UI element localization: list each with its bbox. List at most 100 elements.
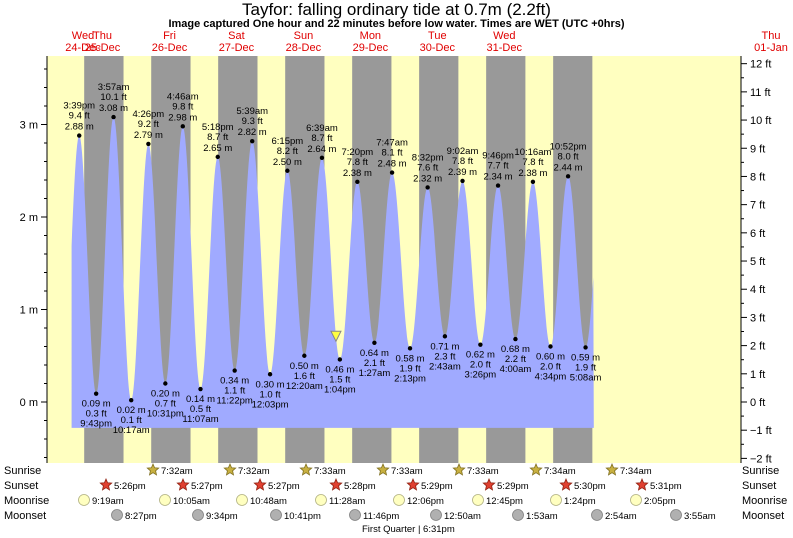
low-tide-time: 1:27am — [359, 368, 391, 379]
high-tide-time: 10:16am — [514, 147, 551, 158]
high-tide-feet: 8.7 ft — [311, 133, 332, 144]
right-tick-label: 9 ft — [750, 143, 765, 155]
moonrise-icon — [236, 494, 248, 506]
low-tide-feet: 1.5 ft — [329, 374, 350, 385]
high-tide-time: 3:57am — [98, 82, 130, 93]
chart-subtitle: Image captured One hour and 22 minutes b… — [168, 18, 625, 30]
low-tide-time: 4:00am — [500, 364, 532, 375]
right-tick-label: 11 ft — [750, 87, 771, 99]
left-tick-label: 1 m — [20, 305, 38, 317]
high-tide-time: 3:39pm — [63, 101, 95, 112]
low-tide-point — [548, 344, 553, 349]
high-tide-meters: 2.79 m — [134, 130, 163, 141]
high-tide-feet: 7.8 ft — [452, 156, 473, 167]
high-tide-time: 4:26pm — [133, 109, 165, 120]
high-tide-point — [460, 178, 465, 184]
row-label-right: Sunrise — [742, 465, 779, 477]
right-tick-label: 3 ft — [750, 312, 765, 324]
sunrise-time: 7:34am — [544, 466, 576, 477]
low-tide-point — [93, 391, 99, 396]
high-tide-meters: 2.82 m — [238, 127, 267, 138]
high-tide-feet: 7.6 ft — [417, 162, 438, 173]
low-tide-meters: 0.60 m — [536, 352, 565, 363]
high-tide-point — [495, 183, 501, 188]
low-tide-meters: 0.58 m — [396, 353, 425, 364]
low-tide-feet: 0.3 ft — [86, 409, 107, 420]
sunset-time: 5:27pm — [191, 481, 223, 492]
day-date-label: 30-Dec — [420, 42, 456, 54]
sunset-icon — [482, 477, 496, 491]
high-tide-time: 9:46pm — [482, 151, 514, 162]
high-tide-point — [77, 133, 82, 138]
sunset-time: 5:26pm — [114, 481, 146, 492]
right-tick-label: 6 ft — [750, 228, 765, 240]
day-date-label: 31-Dec — [487, 42, 523, 54]
high-tide-feet: 7.8 ft — [522, 157, 543, 168]
moonrise-time: 10:05am — [173, 496, 210, 507]
moonrise-icon — [78, 494, 90, 506]
day-date-label: 28-Dec — [286, 42, 322, 54]
low-tide-feet: 2.0 ft — [540, 362, 561, 373]
high-tide-meters: 2.98 m — [168, 112, 197, 123]
low-tide-meters: 0.68 m — [501, 344, 530, 355]
day-date-label: 24-Dec — [65, 42, 101, 54]
low-tide-time: 10:17am — [113, 425, 150, 436]
low-tide-point — [198, 386, 203, 392]
left-tick-label: 2 m — [20, 212, 38, 224]
low-tide-time: 11:22pm — [217, 396, 253, 407]
low-tide-point — [302, 353, 307, 358]
day-name-label: Thu — [762, 30, 781, 42]
day-name-label: Wed — [493, 30, 515, 42]
high-tide-meters: 2.38 m — [343, 168, 372, 179]
moonrise-icon — [159, 494, 171, 506]
chart-title: Tayfor: falling ordinary tide at 0.7m (2… — [242, 0, 551, 19]
low-tide-feet: 2.0 ft — [470, 360, 491, 371]
moonset-icon — [591, 509, 603, 521]
high-tide-feet: 9.3 ft — [242, 116, 263, 127]
sunset-time: 5:28pm — [344, 481, 376, 492]
low-tide-point — [513, 336, 518, 342]
moonset-icon — [349, 509, 361, 521]
moonrise-icon — [630, 494, 642, 506]
sunset-icon — [253, 477, 267, 491]
right-tick-label: 0 ft — [750, 397, 765, 409]
moonset-time: 3:55am — [684, 511, 716, 522]
low-tide-point — [163, 381, 168, 386]
high-tide-time: 6:15pm — [272, 136, 304, 147]
day-name-label: Thu — [93, 30, 112, 42]
low-tide-feet: 0.1 ft — [121, 415, 142, 426]
low-tide-time: 9:43pm — [80, 419, 112, 430]
sunrise-icon — [376, 462, 390, 476]
moonset-time: 10:41pm — [284, 511, 321, 522]
moonset-time: 11:46pm — [363, 511, 399, 522]
low-tide-meters: 0.14 m — [186, 394, 215, 405]
low-tide-feet: 2.2 ft — [505, 354, 526, 365]
day-date-label: 26-Dec — [152, 42, 188, 54]
high-tide-feet: 7.7 ft — [487, 161, 508, 172]
day-name-label: Wed — [72, 30, 94, 42]
low-tide-feet: 1.9 ft — [399, 363, 420, 374]
high-tide-feet: 8.2 ft — [277, 146, 298, 157]
low-tide-feet: 2.3 ft — [434, 351, 455, 362]
high-tide-time: 10:52pm — [550, 141, 587, 152]
sunrise-icon — [299, 462, 313, 476]
low-tide-point — [478, 342, 483, 347]
low-tide-time: 12:20am — [286, 381, 323, 392]
high-tide-meters: 2.38 m — [518, 168, 547, 179]
low-tide-time: 5:08am — [570, 372, 602, 383]
sunrise-time: 7:33am — [391, 466, 423, 477]
high-tide-meters: 2.39 m — [448, 167, 477, 178]
right-tick-label: 5 ft — [750, 256, 765, 268]
right-tick-label: −2 ft — [750, 453, 772, 465]
sunrise-icon — [146, 462, 160, 476]
high-tide-time: 7:20pm — [341, 147, 373, 158]
right-tick-label: 1 ft — [750, 369, 765, 381]
high-tide-meters: 3.08 m — [99, 103, 128, 114]
moonset-icon — [512, 509, 524, 521]
water-area — [71, 117, 594, 428]
left-tick-label: 0 m — [20, 397, 38, 409]
high-tide-time: 5:39am — [236, 106, 268, 117]
high-tide-point — [215, 154, 220, 160]
moonrise-icon — [315, 494, 327, 506]
